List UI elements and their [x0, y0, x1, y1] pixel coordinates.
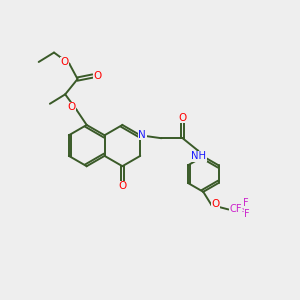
Text: CF₃: CF₃ [230, 205, 247, 214]
Text: O: O [68, 102, 76, 112]
Text: O: O [118, 181, 127, 191]
Text: F: F [244, 209, 250, 219]
Text: NH: NH [191, 152, 206, 161]
Text: O: O [94, 70, 102, 80]
Text: O: O [212, 200, 220, 209]
Text: O: O [178, 113, 187, 123]
Text: N: N [138, 130, 146, 140]
Text: F: F [243, 198, 249, 208]
Text: O: O [61, 57, 69, 67]
